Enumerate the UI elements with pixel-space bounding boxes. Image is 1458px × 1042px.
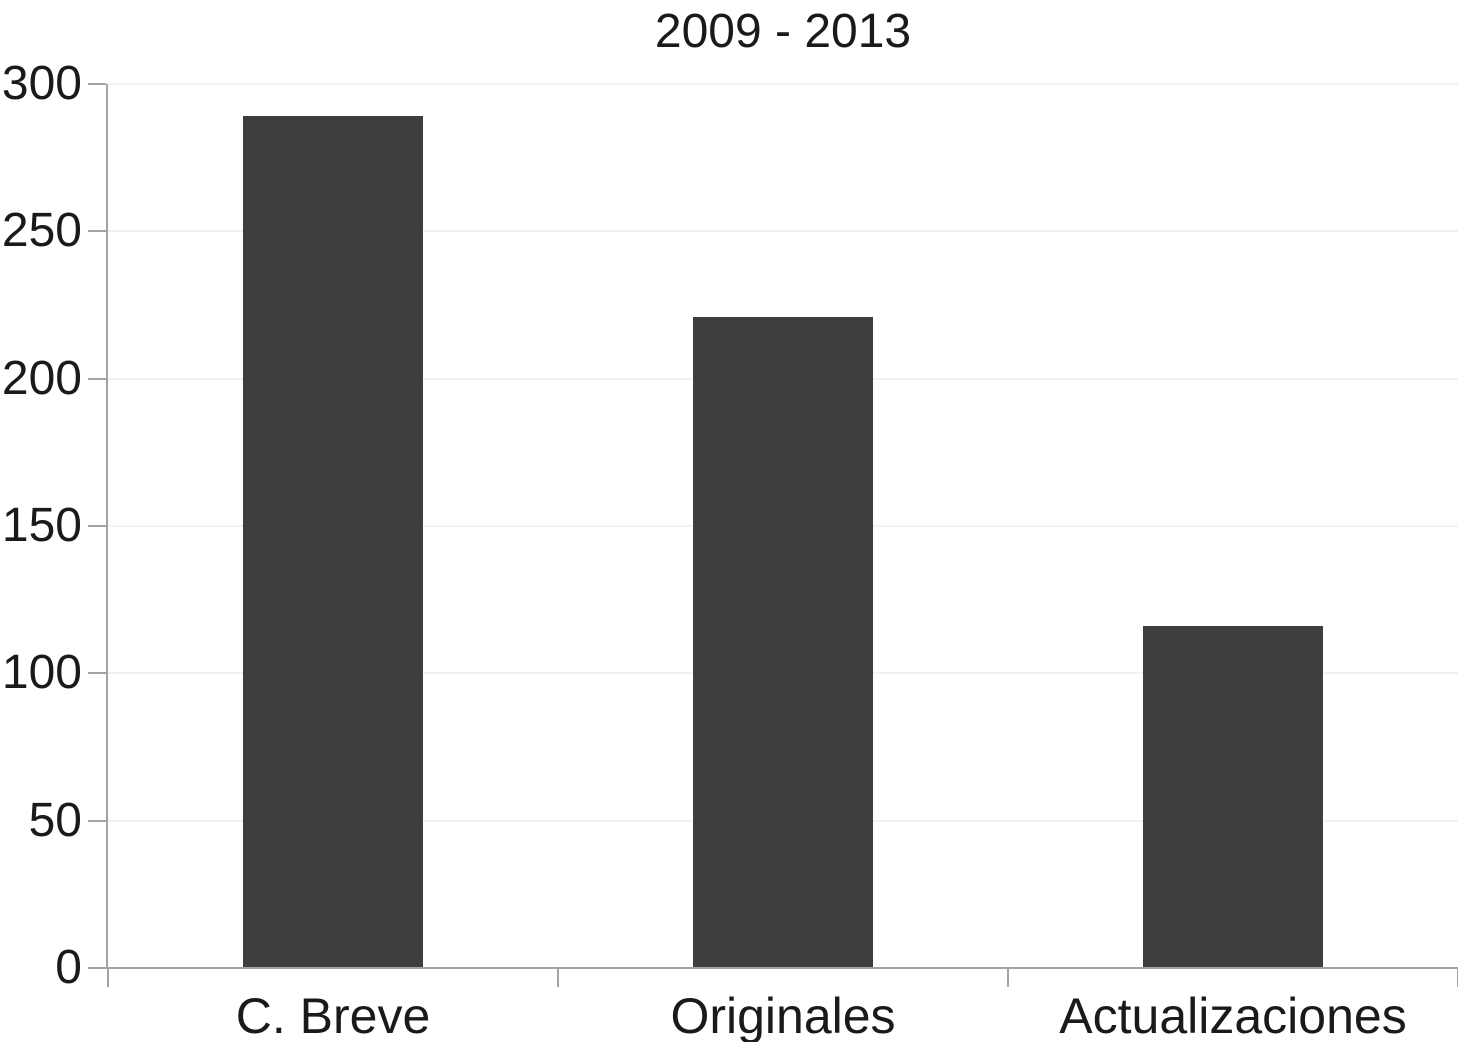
bar-originales bbox=[693, 316, 873, 968]
y-axis-line bbox=[106, 84, 108, 968]
y-axis-tick-100 bbox=[88, 672, 106, 675]
y-axis-tick-label: 250 bbox=[1, 204, 82, 258]
y-axis-tick-label: 50 bbox=[28, 793, 82, 847]
gridline-y-250 bbox=[108, 230, 1458, 233]
gridline-y-300 bbox=[108, 83, 1458, 85]
y-axis-tick-300 bbox=[88, 83, 106, 85]
x-axis-tick-2 bbox=[1007, 969, 1009, 987]
x-axis-tick-1 bbox=[557, 969, 559, 987]
x-axis-tick-0 bbox=[107, 969, 109, 987]
y-axis-tick-label: 150 bbox=[1, 499, 82, 552]
x-axis-category-label: Originales bbox=[670, 988, 896, 1042]
y-axis-tick-label: 100 bbox=[1, 646, 82, 700]
x-axis-category-label: Actualizaciones bbox=[1059, 988, 1407, 1042]
y-axis-tick-200 bbox=[88, 377, 106, 380]
y-axis-tick-50 bbox=[88, 819, 106, 822]
y-axis-tick-150 bbox=[88, 525, 106, 527]
bar-c-breve bbox=[243, 116, 423, 968]
y-axis-tick-250 bbox=[88, 230, 106, 233]
y-axis-tick-0 bbox=[88, 967, 106, 969]
chart-title: 2009 - 2013 bbox=[654, 5, 912, 58]
x-axis-category-label: C. Breve bbox=[235, 988, 431, 1042]
y-axis-tick-label: 200 bbox=[1, 351, 82, 405]
y-axis-tick-label: 300 bbox=[1, 57, 82, 110]
x-axis-line bbox=[106, 967, 1458, 969]
bar-actualizaciones bbox=[1143, 626, 1323, 968]
y-axis-tick-label: 0 bbox=[55, 941, 82, 994]
plot-area: 0 50 100 150 200 250 300 C. Breve Originales Actu… bbox=[2, 60, 1458, 1042]
